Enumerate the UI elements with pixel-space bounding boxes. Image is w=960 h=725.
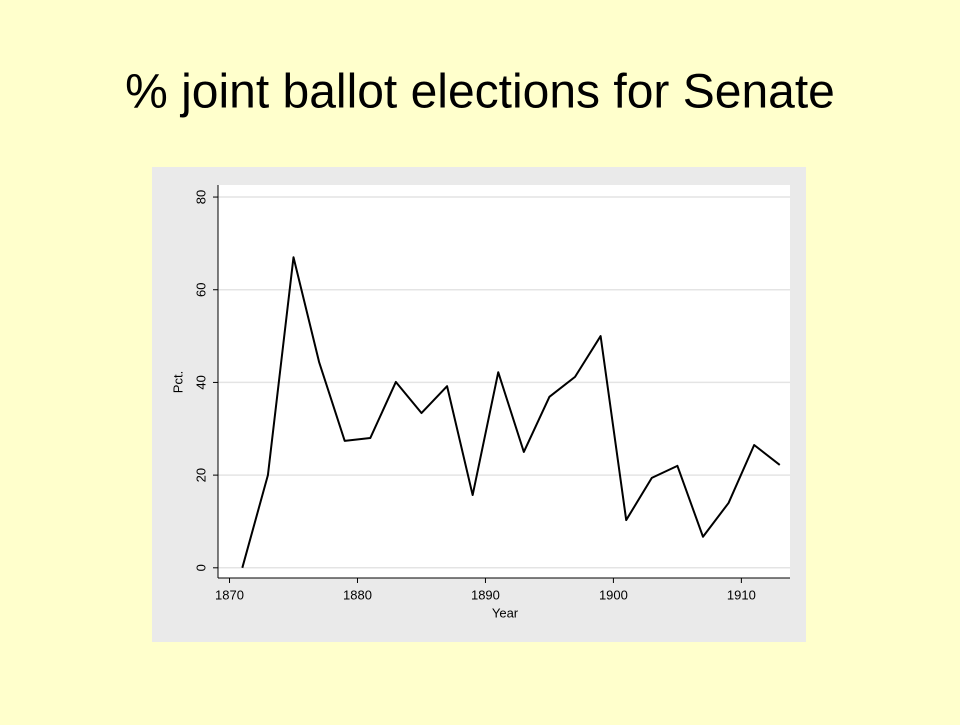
y-axis-label: Pct. xyxy=(170,371,185,393)
data-line xyxy=(241,256,781,569)
x-tick-label: 1880 xyxy=(343,587,372,602)
x-tick-label: 1900 xyxy=(599,587,628,602)
y-tick-label: 60 xyxy=(193,283,208,297)
x-tick-label: 1890 xyxy=(471,587,500,602)
x-tick-label: 1910 xyxy=(727,587,756,602)
y-tick-label: 0 xyxy=(193,564,208,571)
slide-title: % joint ballot elections for Senate xyxy=(125,66,835,119)
y-tick-label: 20 xyxy=(193,468,208,482)
x-axis-label: Year xyxy=(492,605,519,620)
y-tick-label: 40 xyxy=(193,375,208,389)
x-tick-label: 1870 xyxy=(215,587,244,602)
y-tick-label: 80 xyxy=(193,190,208,204)
plot-area xyxy=(218,185,790,578)
